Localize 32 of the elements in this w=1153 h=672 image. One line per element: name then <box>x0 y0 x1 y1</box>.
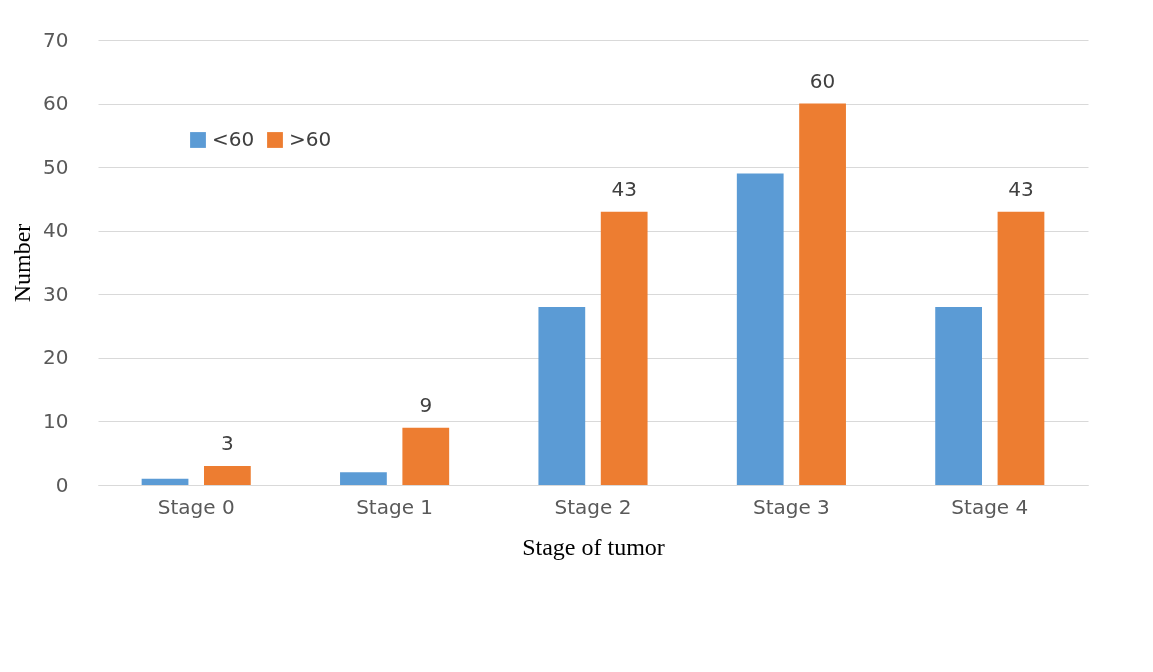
data-label: 3 <box>221 430 234 455</box>
legend-label: <60 <box>212 127 255 151</box>
bar <box>141 478 189 485</box>
y-tick-label: 10 <box>43 408 69 433</box>
y-tick-label: 0 <box>55 472 69 497</box>
bar <box>935 307 982 485</box>
x-axis-title: Stage of tumor <box>522 533 665 560</box>
data-label: 43 <box>1008 176 1034 201</box>
data-label: 60 <box>809 68 836 93</box>
bar <box>736 173 784 485</box>
y-tick-label: 30 <box>43 281 69 306</box>
legend-label: >60 <box>289 127 332 151</box>
y-tick-label: 20 <box>43 345 69 370</box>
y-tick-label: 70 <box>43 27 69 52</box>
data-label: 43 <box>611 176 637 201</box>
data-label: 9 <box>419 392 433 417</box>
x-tick-label: Stage 1 <box>356 494 434 519</box>
bar <box>538 307 586 485</box>
bar <box>600 211 648 485</box>
bar <box>204 465 251 485</box>
bar <box>997 211 1045 485</box>
x-tick-label: Stage 4 <box>951 494 1029 519</box>
bar <box>402 427 450 485</box>
y-tick-label: 40 <box>43 218 69 243</box>
y-tick-label: 50 <box>43 154 69 179</box>
x-tick-label: Stage 3 <box>752 494 830 519</box>
y-tick-label: 60 <box>43 91 69 116</box>
bar <box>340 472 387 485</box>
x-tick-label: Stage 0 <box>157 494 235 519</box>
x-tick-label: Stage 2 <box>554 494 632 519</box>
y-axis-title: Number <box>9 223 36 303</box>
bar <box>799 103 846 485</box>
